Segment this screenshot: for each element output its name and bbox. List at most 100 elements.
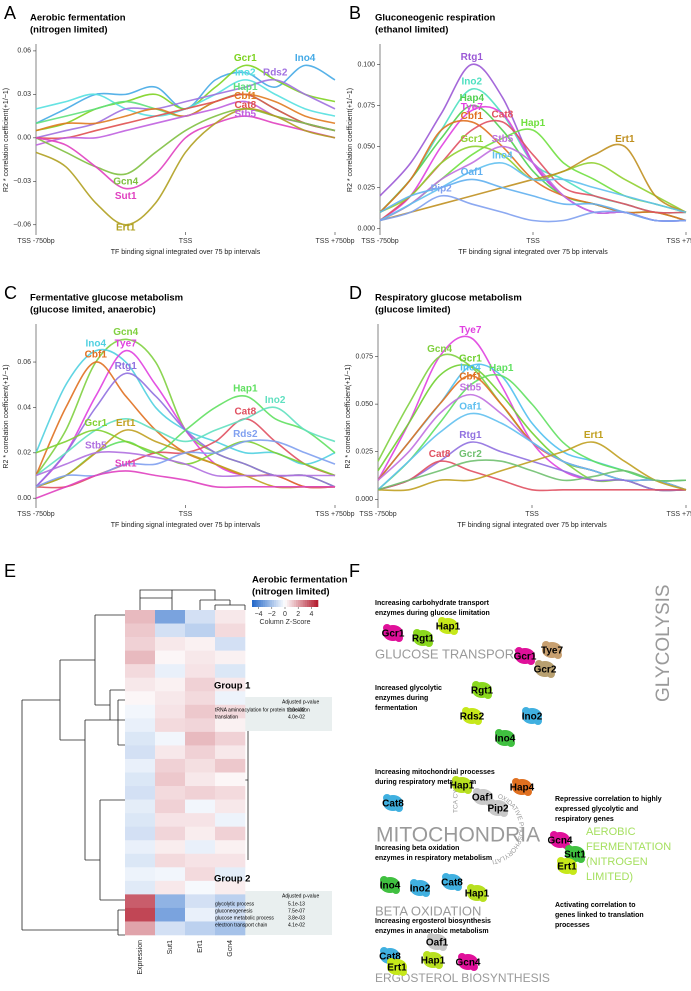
- tf-blob: [454, 883, 462, 891]
- heatmap-cell: [185, 894, 216, 909]
- chart-title: Fermentative glucose metabolism: [30, 293, 183, 304]
- series-line: [35, 115, 336, 190]
- table-pvalue: 2.0e-02: [288, 707, 305, 713]
- series-label: Stb5: [234, 109, 256, 120]
- series-line: [35, 108, 336, 176]
- x-tick-label: TSS -750bp: [361, 238, 398, 245]
- heatmap-cell: [125, 691, 156, 706]
- series-label: Gcr1: [460, 134, 483, 145]
- tf-blob: [435, 961, 443, 969]
- series-label: Tye7: [115, 338, 137, 349]
- heatmap-cell: [155, 691, 186, 706]
- heatmap-cell: [185, 813, 216, 827]
- heatmap-cell: [155, 921, 186, 936]
- series-label: Ert1: [615, 134, 635, 145]
- heatmap-cell: [125, 894, 156, 909]
- heatmap-cell: [155, 853, 186, 868]
- series-label: Ino4: [86, 338, 107, 349]
- tf-label: Ino4: [495, 734, 516, 745]
- panel-letter: B: [349, 3, 361, 23]
- heatmap-cell: [155, 623, 186, 638]
- heatmap-cell: [185, 664, 216, 679]
- table-pvalue: 4.1e-02: [288, 922, 305, 928]
- tf-blob: [380, 947, 388, 955]
- series-label: Rds2: [263, 68, 288, 79]
- colorbar-segment: [298, 600, 301, 607]
- heatmap-cell: [215, 731, 246, 746]
- tf-blob: [507, 739, 515, 747]
- heatmap-cell: [215, 664, 246, 679]
- heatmap-cell: [125, 664, 156, 679]
- tf-blob: [547, 670, 555, 678]
- section-heading: enzymes in anaerobic metabolism: [375, 928, 489, 935]
- series-line: [377, 441, 687, 492]
- series-label: Gcn4: [113, 177, 138, 188]
- colorbar-segment: [263, 600, 266, 607]
- tf-blob: [522, 707, 530, 715]
- colorbar-segment: [265, 600, 268, 607]
- colorbar-segment: [267, 600, 270, 607]
- tf-blob: [512, 778, 520, 786]
- series-label: Cbf1: [461, 111, 484, 122]
- heatmap-cell: [185, 731, 216, 746]
- series-label: Cbf1: [459, 372, 482, 383]
- tf-blob: [534, 717, 542, 725]
- chart-title: Aerobic fermentation: [30, 13, 126, 24]
- tf-blob: [458, 953, 466, 961]
- heatmap-cell: [155, 786, 186, 800]
- heatmap-cell: [185, 826, 216, 841]
- heatmap-cell: [215, 894, 246, 909]
- section-heading: Activating correlation to: [555, 902, 636, 909]
- heatmap-cell: [125, 880, 156, 895]
- tf-label: Hap1: [436, 622, 461, 633]
- heatmap-cell: [155, 745, 186, 760]
- heatmap-cell: [155, 772, 186, 787]
- tf-label: Hap1: [450, 781, 475, 792]
- panel-letter: E: [4, 561, 16, 581]
- section-heading: fermentation: [375, 705, 417, 712]
- heatmap-cell: [215, 691, 246, 706]
- heatmap-cell: [185, 637, 216, 651]
- tf-label: Gcr2: [534, 665, 557, 676]
- tf-blob: [422, 889, 430, 897]
- heatmap-cell: [125, 745, 156, 760]
- tf-blob: [439, 943, 447, 951]
- section-heading: enzymes during glucose limitation: [375, 610, 490, 617]
- tf-blob: [464, 786, 472, 794]
- x-tick-label: TSS: [179, 511, 193, 518]
- column-label: Gcn4: [227, 940, 234, 957]
- heatmap-cell: [215, 772, 246, 787]
- heatmap-cell: [185, 704, 216, 719]
- heatmap-cell: [125, 921, 156, 936]
- process-label: BETA OXIDATION: [375, 903, 481, 918]
- y-tick-label: 0.000: [357, 226, 375, 233]
- tf-blob: [554, 651, 562, 659]
- table-pvalue: 7.5e-07: [288, 908, 305, 914]
- series-line: [377, 412, 687, 491]
- process-label: GLUCOSE TRANSPORT: [375, 646, 522, 661]
- panel-letter: D: [349, 283, 362, 303]
- tf-blob: [488, 799, 496, 807]
- heatmap-cell: [215, 813, 246, 827]
- heatmap-cell: [215, 907, 246, 922]
- series-label: Ert1: [116, 223, 136, 234]
- series-label: Hap1: [489, 363, 514, 374]
- section-heading: genes linked to translation: [555, 912, 644, 919]
- series-label: Hap1: [233, 82, 258, 93]
- y-tick-label: −0.03: [13, 178, 31, 185]
- series-label: Oaf1: [459, 401, 482, 412]
- tf-blob: [484, 691, 492, 699]
- tf-blob: [427, 933, 435, 941]
- heatmap-cell: [155, 840, 186, 855]
- colorbar-tick-label: 2: [296, 611, 300, 618]
- heatmap-cell: [125, 799, 156, 814]
- series-label: Gcn4: [113, 327, 138, 338]
- colorbar-tick-label: 4: [309, 611, 313, 618]
- heatmap-cell: [215, 758, 246, 773]
- y-tick-label: 0.050: [355, 401, 373, 408]
- tf-blob: [387, 958, 395, 966]
- tf-label: Cat8: [379, 952, 401, 963]
- colorbar-segment: [300, 600, 303, 607]
- tf-blob: [470, 963, 478, 971]
- series-label: Ino4: [460, 363, 481, 374]
